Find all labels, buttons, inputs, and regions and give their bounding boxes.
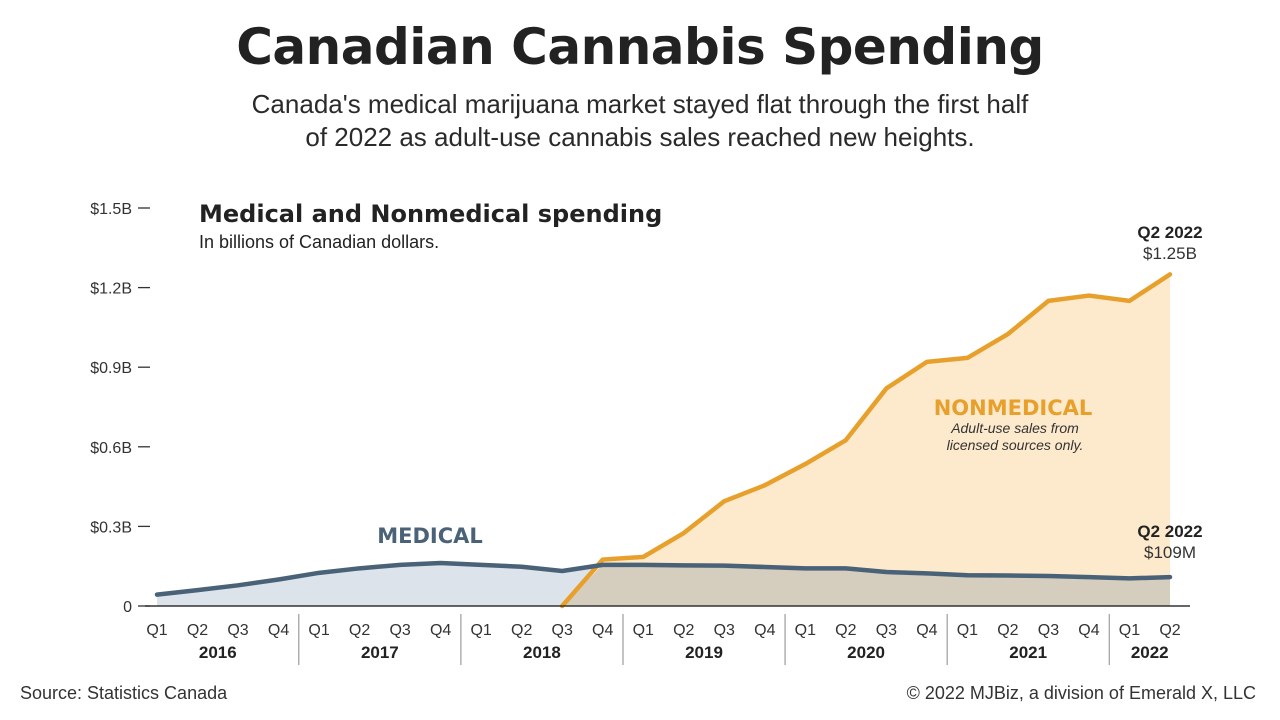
y-tick-label: $0.6B — [90, 440, 132, 457]
x-tick-label: Q2 — [511, 622, 532, 639]
x-tick-label: Q2 — [187, 622, 208, 639]
panel-subtitle: In billions of Canadian dollars. — [199, 232, 439, 252]
y-tick-label: $0.9B — [90, 360, 132, 377]
year-label: 2021 — [1009, 643, 1047, 662]
subtitle-line-2: of 2022 as adult-use cannabis sales reac… — [305, 122, 975, 152]
medical-annotation-period: Q2 2022 — [1137, 522, 1202, 541]
medical-annotation-value: $109M — [1144, 543, 1196, 562]
x-tick-label: Q3 — [389, 622, 410, 639]
x-tick-label: Q1 — [470, 622, 491, 639]
y-axis: 0 $0.3B $0.6B $0.9B $1.2B $1.5B — [90, 201, 150, 616]
nonmedical-annotation-value: $1.25B — [1143, 244, 1197, 263]
nonmedical-note-line-2: licensed sources only. — [947, 437, 1084, 453]
x-tick-label: Q2 — [997, 622, 1018, 639]
year-label: 2022 — [1131, 643, 1169, 662]
x-tick-label: Q1 — [633, 622, 654, 639]
x-tick-label: Q3 — [552, 622, 573, 639]
y-tick-label: $1.2B — [90, 281, 132, 298]
nonmedical-area — [562, 274, 1170, 606]
year-label: 2018 — [523, 643, 561, 662]
y-tick-label: 0 — [123, 599, 132, 616]
x-tick-label: Q4 — [430, 622, 451, 639]
copyright-note: © 2022 MJBiz, a division of Emerald X, L… — [906, 683, 1256, 703]
nonmedical-annotation-period: Q2 2022 — [1137, 223, 1202, 242]
x-tick-label: Q3 — [876, 622, 897, 639]
x-tick-label: Q4 — [754, 622, 775, 639]
x-tick-label: Q2 — [349, 622, 370, 639]
chart-subtitle: Canada's medical marijuana market stayed… — [140, 88, 1140, 154]
x-tick-label: Q2 — [673, 622, 694, 639]
source-note: Source: Statistics Canada — [20, 683, 228, 703]
medical-line — [154, 560, 1173, 597]
x-tick-label: Q2 — [835, 622, 856, 639]
x-tick-label: Q3 — [1038, 622, 1059, 639]
x-tick-label: Q1 — [795, 622, 816, 639]
year-label: 2020 — [847, 643, 885, 662]
line-layer — [154, 272, 1173, 609]
year-label: 2017 — [361, 643, 399, 662]
y-tick-label: $1.5B — [90, 201, 132, 218]
x-tick-label: Q4 — [1078, 622, 1099, 639]
x-tick-label: Q3 — [227, 622, 248, 639]
x-tick-label: Q2 — [1159, 622, 1180, 639]
subtitle-line-1: Canada's medical marijuana market stayed… — [251, 89, 1029, 119]
x-tick-label: Q1 — [146, 622, 167, 639]
medical-series-label: MEDICAL — [377, 524, 483, 548]
x-axis: Q1 Q2 Q3 Q4 Q1 Q2 Q3 Q4 Q1 Q2 Q3 Q4 Q1 Q2 Q3 Q4 Q1 Q2 Q3 Q4… — [145, 605, 1190, 665]
y-tick-label: $0.3B — [90, 519, 132, 536]
nonmedical-series-label: NONMEDICAL — [934, 396, 1093, 420]
x-tick-label: Q1 — [957, 622, 978, 639]
x-tick-label: Q4 — [592, 622, 613, 639]
nonmedical-line — [559, 272, 1173, 609]
x-tick-label: Q4 — [268, 622, 289, 639]
panel-title: Medical and Nonmedical spending — [199, 200, 662, 228]
x-tick-label: Q4 — [916, 622, 937, 639]
year-label: 2019 — [685, 643, 723, 662]
x-tick-label: Q1 — [308, 622, 329, 639]
nonmedical-note-line-1: Adult-use sales from — [950, 420, 1079, 436]
x-tick-label: Q3 — [714, 622, 735, 639]
x-tick-label: Q1 — [1119, 622, 1140, 639]
overlap-area — [562, 564, 1170, 606]
chart-title: Canadian Cannabis Spending — [236, 18, 1044, 76]
year-label: 2016 — [199, 643, 237, 662]
area-layer — [157, 274, 1170, 606]
